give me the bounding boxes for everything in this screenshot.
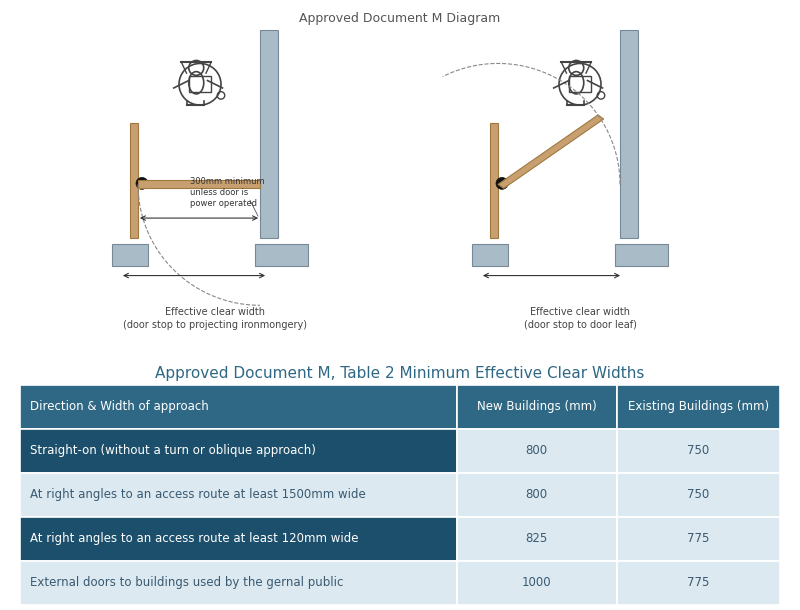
Polygon shape: [498, 115, 604, 188]
Text: At right angles to an access route at least 120mm wide: At right angles to an access route at le…: [30, 533, 358, 545]
Bar: [617, 473, 780, 517]
Bar: [189, 76, 211, 93]
Text: External doors to buildings used by the gernal public: External doors to buildings used by the …: [30, 576, 343, 589]
Text: 1000: 1000: [522, 576, 552, 589]
Text: Approved Document M, Table 2 Minimum Effective Clear Widths: Approved Document M, Table 2 Minimum Eff…: [155, 366, 645, 381]
Bar: [615, 244, 668, 266]
Bar: [472, 244, 508, 266]
Text: 750: 750: [687, 445, 710, 458]
Bar: [617, 561, 780, 605]
Bar: [617, 517, 780, 561]
Bar: [620, 30, 638, 238]
Bar: [255, 244, 308, 266]
Text: Straight-on (without a turn or oblique approach): Straight-on (without a turn or oblique a…: [30, 445, 316, 458]
Bar: [130, 123, 138, 238]
Bar: [260, 30, 278, 238]
Text: 750: 750: [687, 489, 710, 501]
Bar: [20, 385, 457, 429]
Bar: [457, 385, 617, 429]
Bar: [20, 561, 457, 605]
Text: 300mm minimum 
unless door is
power operated: 300mm minimum unless door is power opera…: [190, 177, 267, 208]
Text: 825: 825: [526, 533, 548, 545]
Text: Effective clear width
(door stop to door leaf): Effective clear width (door stop to door…: [523, 307, 637, 331]
Bar: [569, 76, 591, 93]
Bar: [457, 429, 617, 473]
Bar: [490, 123, 498, 238]
Bar: [20, 429, 457, 473]
Bar: [20, 473, 457, 517]
Text: 800: 800: [526, 445, 548, 458]
Text: Direction & Width of approach: Direction & Width of approach: [30, 400, 209, 414]
Circle shape: [496, 178, 508, 189]
Bar: [617, 429, 780, 473]
Text: At right angles to an access route at least 1500mm wide: At right angles to an access route at le…: [30, 489, 366, 501]
Bar: [20, 517, 457, 561]
Text: Effective clear width
(door stop to projecting ironmongery): Effective clear width (door stop to proj…: [123, 307, 307, 331]
Circle shape: [136, 178, 148, 189]
Bar: [457, 561, 617, 605]
Text: New Buildings (mm): New Buildings (mm): [477, 400, 597, 414]
Text: Existing Buildings (mm): Existing Buildings (mm): [628, 400, 769, 414]
Bar: [138, 181, 260, 188]
Text: 775: 775: [687, 533, 710, 545]
Text: Approved Document M Diagram: Approved Document M Diagram: [299, 12, 501, 25]
Bar: [617, 385, 780, 429]
Bar: [457, 473, 617, 517]
Text: 800: 800: [526, 489, 548, 501]
Bar: [457, 517, 617, 561]
Text: 775: 775: [687, 576, 710, 589]
Bar: [112, 244, 148, 266]
